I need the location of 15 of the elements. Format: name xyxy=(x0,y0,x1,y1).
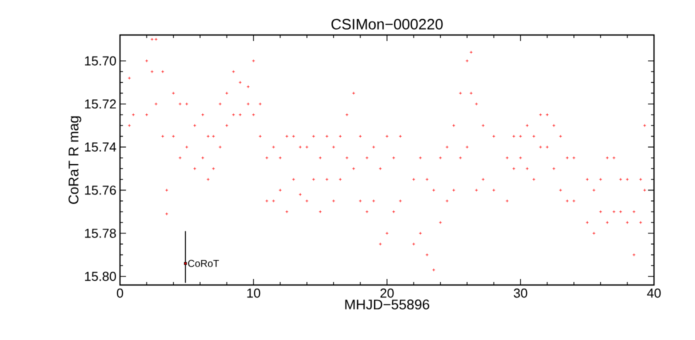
y-tick-label: 15.76 xyxy=(85,186,116,195)
y-tick-label: 15.72 xyxy=(85,99,116,109)
x-tick-label: 40 xyxy=(647,288,661,298)
chart-title: CSIMon−000220 xyxy=(331,18,443,30)
x-tick-label: 10 xyxy=(247,288,260,298)
y-tick-label: 15.70 xyxy=(85,56,116,66)
x-axis-title: MHJD−55896 xyxy=(345,300,430,310)
y-tick-label: 15.74 xyxy=(85,142,116,152)
x-tick-label: 0 xyxy=(116,288,124,298)
x-tick-label: 30 xyxy=(514,288,528,298)
y-tick-label: 15.78 xyxy=(85,228,116,238)
series-label: CoRoT xyxy=(188,260,219,267)
y-tick-label: 15.80 xyxy=(85,272,116,281)
x-tick-label: 20 xyxy=(380,288,394,298)
y-axis-title: CoRaT R mag xyxy=(68,116,82,204)
